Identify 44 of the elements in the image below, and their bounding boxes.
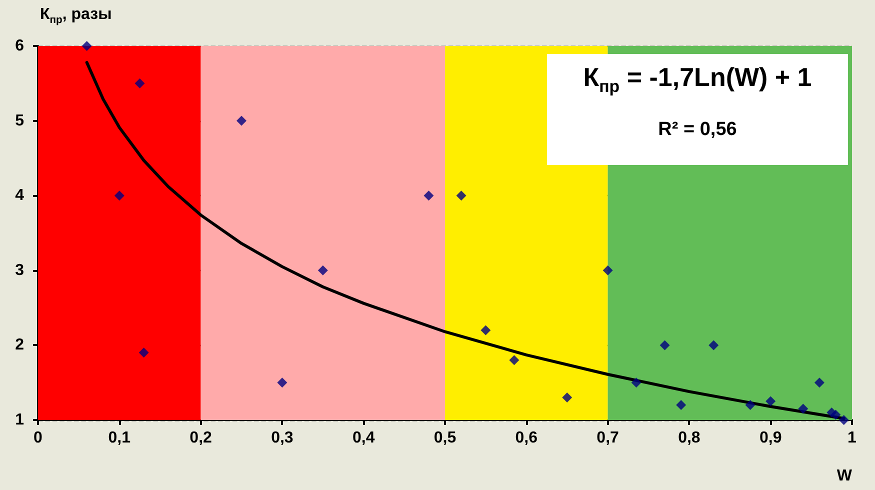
point xyxy=(660,340,670,350)
point xyxy=(676,400,686,410)
x-tick-label: 0,1 xyxy=(108,430,131,446)
x-axis-title: W xyxy=(836,468,853,484)
point xyxy=(424,190,434,201)
point xyxy=(318,265,328,276)
point xyxy=(745,400,756,410)
annotation: R² = 0,56 xyxy=(657,119,738,142)
x-tick-label: 0,4 xyxy=(352,430,375,446)
y-tick-label: 6 xyxy=(15,38,24,54)
point xyxy=(602,265,613,276)
point xyxy=(82,41,92,51)
point xyxy=(277,378,288,388)
point xyxy=(798,404,808,414)
point xyxy=(814,378,824,388)
point xyxy=(236,116,246,126)
point xyxy=(134,78,145,88)
point xyxy=(456,190,466,201)
point xyxy=(631,378,642,388)
x-tick-label: 0,6 xyxy=(515,430,538,446)
point xyxy=(562,392,572,403)
x-tick-label: 0,2 xyxy=(190,430,212,446)
x-tick-label: 0 xyxy=(34,430,43,446)
y-tick-label: 5 xyxy=(15,112,24,130)
y-tick-label: 3 xyxy=(15,262,24,279)
annotation: К$_{пр}$ = -1,7Ln(W) + 1 xyxy=(582,62,813,98)
x-tick-label: 0,7 xyxy=(596,430,620,446)
point xyxy=(766,396,776,406)
point xyxy=(509,355,520,366)
x-tick-label: 1 xyxy=(848,430,857,446)
point xyxy=(830,410,841,420)
x-tick-label: 0,8 xyxy=(678,430,700,446)
y-tick-label: 4 xyxy=(15,187,24,204)
y-axis-title: К$_{пр}$, разы xyxy=(40,6,112,26)
x-tick-label: 0,5 xyxy=(434,430,456,446)
point xyxy=(708,340,719,350)
point xyxy=(138,348,149,358)
y-tick-label: 2 xyxy=(15,336,24,354)
point xyxy=(480,325,491,336)
x-tick-label: 0,9 xyxy=(759,430,782,446)
point xyxy=(114,190,124,201)
y-tick-label: 1 xyxy=(15,412,24,428)
x-tick-label: 0,3 xyxy=(271,430,294,446)
point xyxy=(838,415,849,425)
